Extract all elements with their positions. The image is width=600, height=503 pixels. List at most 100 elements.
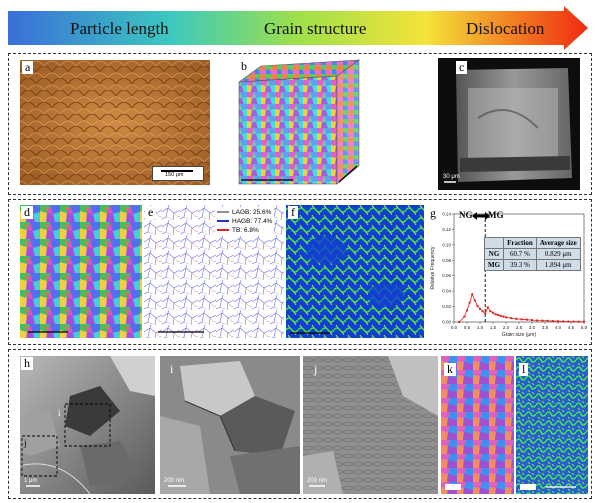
panel-label-j: j bbox=[314, 362, 318, 376]
table-cell: 0.829 μm bbox=[535, 248, 581, 260]
table-header-average-size: Average size bbox=[535, 237, 581, 249]
panel-a-scalebar-box: 150 μm bbox=[152, 166, 204, 181]
panel-c-tem-lamella: 30 μm bbox=[438, 58, 580, 190]
data-point bbox=[502, 315, 505, 318]
x-tick-label: 0.5 bbox=[464, 325, 471, 330]
data-point bbox=[466, 309, 468, 312]
table-cell: NG bbox=[483, 248, 505, 260]
data-point bbox=[557, 320, 559, 323]
data-point bbox=[463, 315, 466, 318]
panel-g-chart: 0.00 0.02 0.04 0.06 0.08 0.10 0.12 0.14 0.0 0.5 1.… bbox=[426, 204, 590, 344]
panel-label-a: a bbox=[22, 61, 34, 74]
table-cell: 39.3 % bbox=[503, 259, 537, 271]
panel-h-inset-j-label: j bbox=[24, 438, 27, 448]
panel-a-micrograph: 150 μm bbox=[20, 60, 210, 185]
panel-label-i: i bbox=[170, 362, 174, 376]
x-tick-label: 4.5 bbox=[568, 325, 575, 330]
gradient-arrow bbox=[8, 6, 588, 50]
data-point bbox=[492, 311, 494, 314]
data-point bbox=[531, 319, 533, 322]
panel-label-h: h bbox=[21, 357, 33, 370]
panel-e-legend: LAGB: 25.6% HAGB: 77.4% TB: 6.8% bbox=[215, 207, 275, 236]
group-box-bottom bbox=[8, 349, 592, 499]
data-point bbox=[489, 310, 492, 313]
panel-label-d: d bbox=[21, 206, 33, 219]
table-row: Fraction Average size bbox=[483, 237, 581, 249]
data-point bbox=[479, 307, 481, 310]
data-point bbox=[525, 318, 528, 321]
panel-j-scale-text: 200 nm bbox=[307, 478, 328, 484]
data-point bbox=[551, 320, 554, 323]
data-point bbox=[499, 314, 502, 317]
fraction-table: Fraction Average size NG 60.7 % 0.829 μm… bbox=[483, 237, 581, 271]
data-point bbox=[471, 293, 474, 296]
table-header-fraction: Fraction bbox=[503, 237, 537, 249]
x-tick-label: 3.5 bbox=[542, 325, 549, 330]
data-point bbox=[567, 320, 570, 323]
y-tick-label: 0.12 bbox=[442, 227, 451, 232]
data-point bbox=[583, 320, 585, 323]
data-point bbox=[577, 320, 580, 323]
banner-particle-length: Particle length bbox=[70, 19, 169, 38]
label-ng: NG bbox=[459, 210, 473, 220]
x-tick-label: 2.0 bbox=[503, 325, 510, 330]
panel-label-l: l bbox=[519, 363, 529, 376]
panel-label-b: b bbox=[238, 60, 250, 73]
label-mg: MG bbox=[488, 210, 504, 220]
panel-h-inset-i-label: i bbox=[58, 408, 61, 418]
panel-k-ipf-map bbox=[441, 356, 514, 494]
grain-size-chart-svg: 0.00 0.02 0.04 0.06 0.08 0.10 0.12 0.14 0.0 0.5 1.… bbox=[430, 212, 588, 339]
panel-label-e: e bbox=[145, 206, 157, 219]
x-tick-label: 2.5 bbox=[516, 325, 523, 330]
data-point bbox=[481, 310, 484, 313]
panel-a-scale-text: 150 μm bbox=[165, 172, 184, 178]
table-header-blank bbox=[483, 237, 505, 249]
y-tick-label: 0.10 bbox=[442, 242, 451, 247]
data-point bbox=[484, 312, 487, 315]
panel-c-scale-text: 30 μm bbox=[443, 174, 460, 180]
data-point bbox=[468, 301, 471, 304]
data-point bbox=[536, 319, 539, 322]
data-point bbox=[572, 320, 575, 323]
panel-l-kam-map bbox=[516, 356, 588, 494]
data-point bbox=[505, 316, 507, 319]
data-point bbox=[541, 319, 544, 322]
data-point bbox=[510, 317, 513, 320]
data-point bbox=[520, 318, 523, 321]
table-cell: 60.7 % bbox=[503, 248, 537, 260]
panel-i-scale-text: 200 nm bbox=[164, 478, 185, 484]
panel-h-scale-text: 1 μm bbox=[24, 478, 38, 484]
panel-h-sem-overview: 1 μm i j bbox=[20, 356, 155, 494]
legend-lagb-text: LAGB: 25.6% bbox=[232, 209, 272, 216]
x-tick-label: 1.0 bbox=[477, 325, 484, 330]
double-arrow-icon bbox=[472, 212, 490, 220]
data-point bbox=[546, 319, 549, 322]
data-point bbox=[486, 306, 489, 309]
panel-label-k: k bbox=[444, 363, 456, 376]
data-point bbox=[562, 320, 565, 323]
table-row: MG 39.3 % 1.894 μm bbox=[483, 259, 581, 271]
banner-grain-structure: Grain structure bbox=[264, 19, 367, 38]
data-point bbox=[476, 304, 479, 307]
series-line bbox=[458, 293, 585, 323]
y-axis-label: Relative Frequency bbox=[430, 246, 436, 290]
x-tick-label: 0.0 bbox=[451, 325, 458, 330]
x-tick-label: 4.0 bbox=[555, 325, 562, 330]
y-tick-label: 0.14 bbox=[442, 212, 451, 217]
x-tick-label: 5.0 bbox=[581, 325, 588, 330]
table-cell: MG bbox=[483, 259, 505, 271]
panel-label-c: c bbox=[456, 61, 468, 74]
table-row: NG 60.7 % 0.829 μm bbox=[483, 248, 581, 260]
x-axis-label: Grain size (μm) bbox=[502, 332, 537, 338]
y-tick-label: 0.00 bbox=[442, 320, 451, 325]
panel-j-sem-zoom: 200 nm bbox=[303, 356, 438, 494]
data-point bbox=[458, 321, 461, 323]
panel-i-sem-zoom: 200 nm bbox=[160, 356, 300, 494]
panel-label-g: g bbox=[427, 207, 439, 220]
x-tick-label: 3.0 bbox=[529, 325, 536, 330]
banner-dislocation: Dislocation bbox=[466, 19, 545, 38]
legend-tb: TB: 6.8% bbox=[217, 226, 272, 235]
y-tick-label: 0.08 bbox=[442, 258, 451, 263]
data-point bbox=[473, 299, 476, 302]
panel-b-3d-cube bbox=[233, 56, 363, 192]
